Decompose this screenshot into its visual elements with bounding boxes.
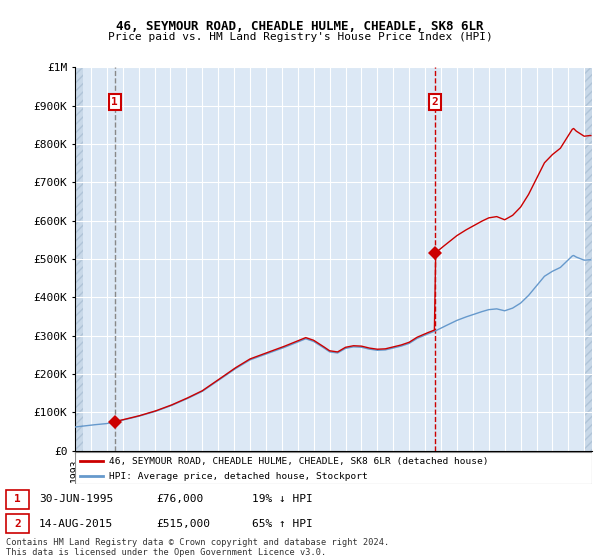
FancyBboxPatch shape: [75, 452, 592, 484]
Text: 14-AUG-2015: 14-AUG-2015: [39, 519, 113, 529]
Bar: [75, 67, 83, 451]
Text: 30-JUN-1995: 30-JUN-1995: [39, 494, 113, 504]
FancyBboxPatch shape: [6, 515, 29, 533]
Text: 2: 2: [14, 519, 21, 529]
Text: 46, SEYMOUR ROAD, CHEADLE HULME, CHEADLE, SK8 6LR: 46, SEYMOUR ROAD, CHEADLE HULME, CHEADLE…: [116, 20, 484, 32]
Text: Price paid vs. HM Land Registry's House Price Index (HPI): Price paid vs. HM Land Registry's House …: [107, 32, 493, 43]
Text: 1: 1: [112, 97, 118, 107]
Text: 19% ↓ HPI: 19% ↓ HPI: [252, 494, 313, 504]
Text: Contains HM Land Registry data © Crown copyright and database right 2024.
This d: Contains HM Land Registry data © Crown c…: [6, 538, 389, 557]
Text: 65% ↑ HPI: 65% ↑ HPI: [252, 519, 313, 529]
Text: 46, SEYMOUR ROAD, CHEADLE HULME, CHEADLE, SK8 6LR (detached house): 46, SEYMOUR ROAD, CHEADLE HULME, CHEADLE…: [109, 456, 488, 465]
Text: 2: 2: [431, 97, 439, 107]
Text: HPI: Average price, detached house, Stockport: HPI: Average price, detached house, Stoc…: [109, 472, 367, 481]
FancyBboxPatch shape: [6, 490, 29, 508]
Text: £76,000: £76,000: [156, 494, 203, 504]
Text: 1: 1: [14, 494, 21, 504]
Bar: [584, 67, 592, 451]
Text: £515,000: £515,000: [156, 519, 210, 529]
